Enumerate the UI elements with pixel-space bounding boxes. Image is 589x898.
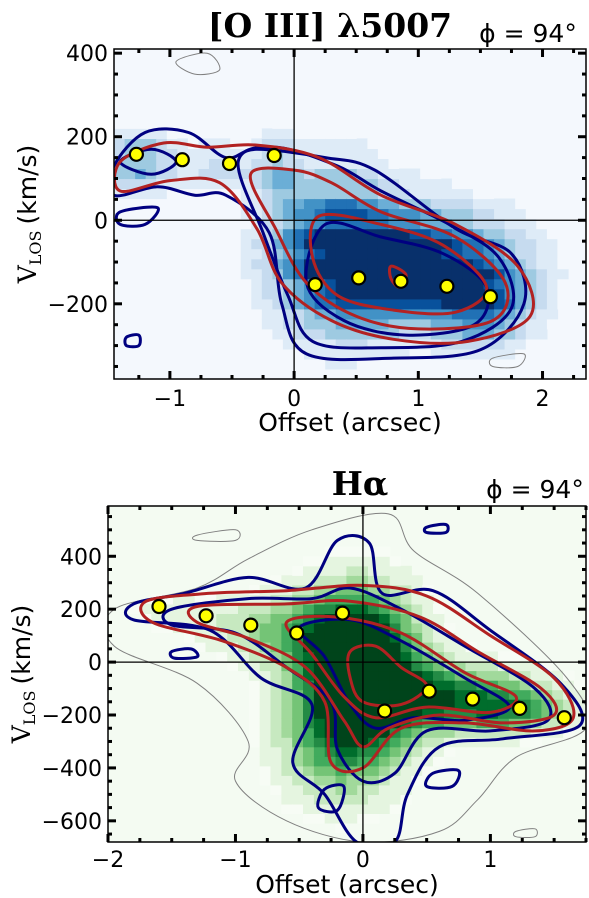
data-point [465,691,481,707]
panel-oiii: −1 0 1 2 −200 0 200 400 Offset (arcsec) VLOS (km/s… [13,6,587,437]
data-point [351,270,367,286]
contour-model [139,583,576,774]
contour-model [248,166,510,331]
contour-model [308,212,489,316]
data-point [289,625,305,641]
contour-model [284,614,519,720]
contour-data [316,783,346,814]
x-tick-label: −1 [154,387,186,412]
contour-data [123,333,142,349]
plot-frame [113,48,587,380]
x-axis-label: Offset (arcsec) [255,870,439,898]
data-point [421,683,437,699]
data-point [266,147,282,164]
contour-faint [191,529,241,542]
data-point [174,152,190,168]
contour-data [168,647,200,660]
x-tick-label: 1 [483,848,497,873]
panel-halpha: −2 −1 0 1 −600 −400 −200 0 200 400 Offset (arcsec)… [7,464,588,898]
data-point [512,700,528,717]
contour-model [346,643,429,708]
contour-model [186,599,559,749]
x-tick-label: 2 [536,387,550,412]
y-tick-label: −400 [42,757,102,782]
angle-label: ϕ = 94° [486,475,584,504]
plot-area [108,506,586,842]
contour-faint [488,353,526,369]
data-point [307,277,323,293]
y-tick-label: 0 [88,651,102,676]
contour-faint [175,52,221,76]
x-tick-label: −1 [219,848,251,873]
y-axis-label-unit: (km/s) [13,145,42,225]
x-tick-label: 0 [356,848,370,873]
x-tick-label: −2 [92,848,124,873]
contour-data [297,617,512,730]
data-point [334,605,351,621]
y-axis-label: VLOS (km/s) [7,605,39,745]
data-point [393,273,409,289]
contour-data [422,522,450,535]
data-point [556,710,572,726]
contour-data [424,768,462,790]
y-axis-label-subscript: LOS [26,231,45,266]
y-axis-label: VLOS (km/s) [13,145,45,285]
y-tick-label: −200 [42,704,102,729]
y-tick-label: 0 [94,209,108,234]
x-axis-label: Offset (arcsec) [258,408,442,437]
y-axis-label-unit: (km/s) [7,605,36,685]
y-axis-label-symbol: V [13,264,42,284]
data-point [151,598,167,615]
y-tick-label: 400 [60,545,102,570]
y-tick-label: 200 [60,598,102,623]
data-point [482,289,498,305]
x-tick-label: 0 [287,387,301,412]
data-point [377,703,393,719]
data-point [128,146,144,162]
y-tick-label: 400 [66,42,108,67]
contour-faint [513,828,538,839]
y-tick-label: 200 [66,126,108,151]
data-point [221,155,238,172]
panel-title: Hα [332,464,389,503]
x-tick-label: 1 [411,387,425,412]
data-point [439,278,455,294]
contour-model [114,140,535,345]
contour-faint [108,512,586,842]
angle-label: ϕ = 94° [479,19,577,48]
panel-title: [O III] λ5007 [208,6,452,45]
data-point [243,617,259,633]
plot-area [114,49,586,379]
y-tick-label: −200 [48,293,108,318]
y-tick-label: −600 [42,810,102,835]
contour-data [124,534,585,842]
y-axis-label-subscript: LOS [20,691,39,726]
data-point [198,608,214,624]
y-axis-label-symbol: V [7,724,36,744]
